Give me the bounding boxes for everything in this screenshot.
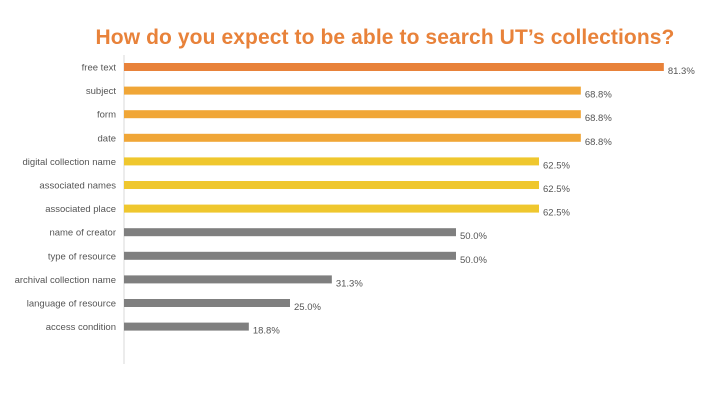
value-label: 50.0%	[460, 231, 487, 242]
bar	[124, 299, 290, 307]
category-label: access condition	[46, 322, 116, 333]
bar	[124, 157, 539, 166]
bar	[124, 204, 539, 213]
value-label: 62.5%	[543, 208, 570, 219]
bar	[124, 322, 249, 331]
bar	[124, 63, 664, 71]
category-label: subject	[86, 86, 116, 97]
category-label: date	[98, 133, 117, 144]
category-label: free text	[82, 63, 117, 74]
category-label: archival collection name	[15, 275, 116, 286]
value-label: 62.5%	[543, 160, 570, 171]
value-label: 68.8%	[585, 113, 612, 124]
bar	[124, 275, 332, 284]
bar	[124, 110, 581, 119]
category-label: language of resource	[27, 299, 116, 310]
bar	[124, 133, 581, 142]
value-label: 81.3%	[668, 66, 695, 77]
bar	[124, 228, 456, 237]
value-label: 31.3%	[336, 278, 363, 289]
category-label: associated names	[39, 181, 116, 192]
value-label: 68.8%	[585, 90, 612, 101]
bar	[124, 181, 539, 189]
value-label: 25.0%	[294, 302, 321, 313]
chart-title: How do you expect to be able to search U…	[95, 26, 675, 49]
value-label: 50.0%	[460, 255, 487, 266]
bar	[124, 251, 456, 260]
category-label: type of resource	[48, 251, 116, 262]
value-label: 68.8%	[585, 137, 612, 148]
category-label: name of creator	[49, 228, 116, 239]
category-label: digital collection name	[23, 157, 116, 168]
category-label: associated place	[45, 204, 116, 215]
category-label: form	[97, 110, 116, 121]
value-label: 18.8%	[253, 326, 280, 337]
bar	[124, 86, 581, 95]
value-label: 62.5%	[543, 184, 570, 195]
